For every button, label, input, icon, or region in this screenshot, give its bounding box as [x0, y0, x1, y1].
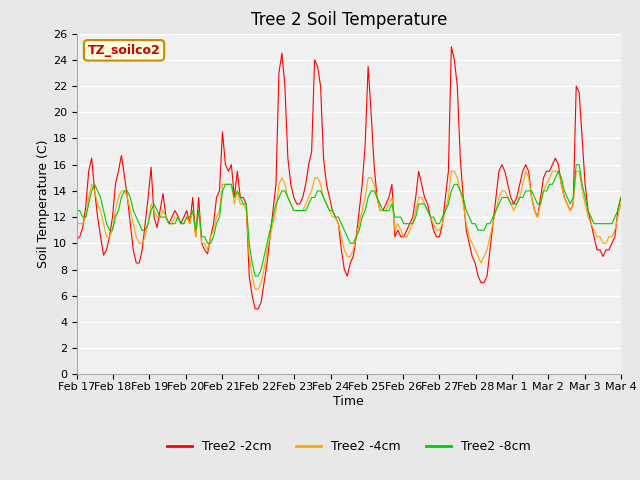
Tree2 -4cm — [447, 168, 455, 174]
Line: Tree2 -8cm: Tree2 -8cm — [77, 165, 621, 276]
Tree2 -8cm — [252, 273, 259, 279]
Y-axis label: Soil Temperature (C): Soil Temperature (C) — [37, 140, 50, 268]
Tree2 -8cm — [287, 201, 294, 207]
Tree2 -4cm — [260, 267, 268, 273]
Tree2 -2cm — [614, 208, 621, 214]
Tree2 -2cm — [252, 306, 259, 312]
Tree2 -4cm — [326, 208, 333, 214]
Tree2 -4cm — [287, 201, 294, 207]
Text: TZ_soilco2: TZ_soilco2 — [88, 44, 161, 57]
Tree2 -2cm — [608, 240, 616, 246]
Tree2 -4cm — [614, 214, 621, 220]
Tree2 -2cm — [260, 280, 268, 286]
Tree2 -8cm — [614, 208, 621, 214]
Tree2 -2cm — [287, 181, 294, 187]
Title: Tree 2 Soil Temperature: Tree 2 Soil Temperature — [251, 11, 447, 29]
Tree2 -8cm — [572, 162, 580, 168]
Tree2 -2cm — [73, 237, 81, 242]
Tree2 -4cm — [252, 286, 259, 292]
Tree2 -2cm — [326, 194, 333, 200]
Tree2 -2cm — [447, 44, 455, 49]
Tree2 -4cm — [73, 221, 81, 227]
Tree2 -8cm — [260, 253, 268, 259]
Tree2 -4cm — [617, 201, 625, 207]
Legend: Tree2 -2cm, Tree2 -4cm, Tree2 -8cm: Tree2 -2cm, Tree2 -4cm, Tree2 -8cm — [162, 435, 536, 458]
Tree2 -8cm — [617, 194, 625, 200]
Tree2 -8cm — [79, 214, 86, 220]
Tree2 -4cm — [79, 221, 86, 227]
Tree2 -4cm — [608, 234, 616, 240]
Tree2 -8cm — [326, 208, 333, 214]
Tree2 -2cm — [79, 225, 86, 230]
Line: Tree2 -4cm: Tree2 -4cm — [77, 171, 621, 289]
Tree2 -8cm — [73, 208, 81, 214]
Tree2 -2cm — [617, 194, 625, 200]
Line: Tree2 -2cm: Tree2 -2cm — [77, 47, 621, 309]
Tree2 -8cm — [608, 221, 616, 227]
X-axis label: Time: Time — [333, 395, 364, 408]
